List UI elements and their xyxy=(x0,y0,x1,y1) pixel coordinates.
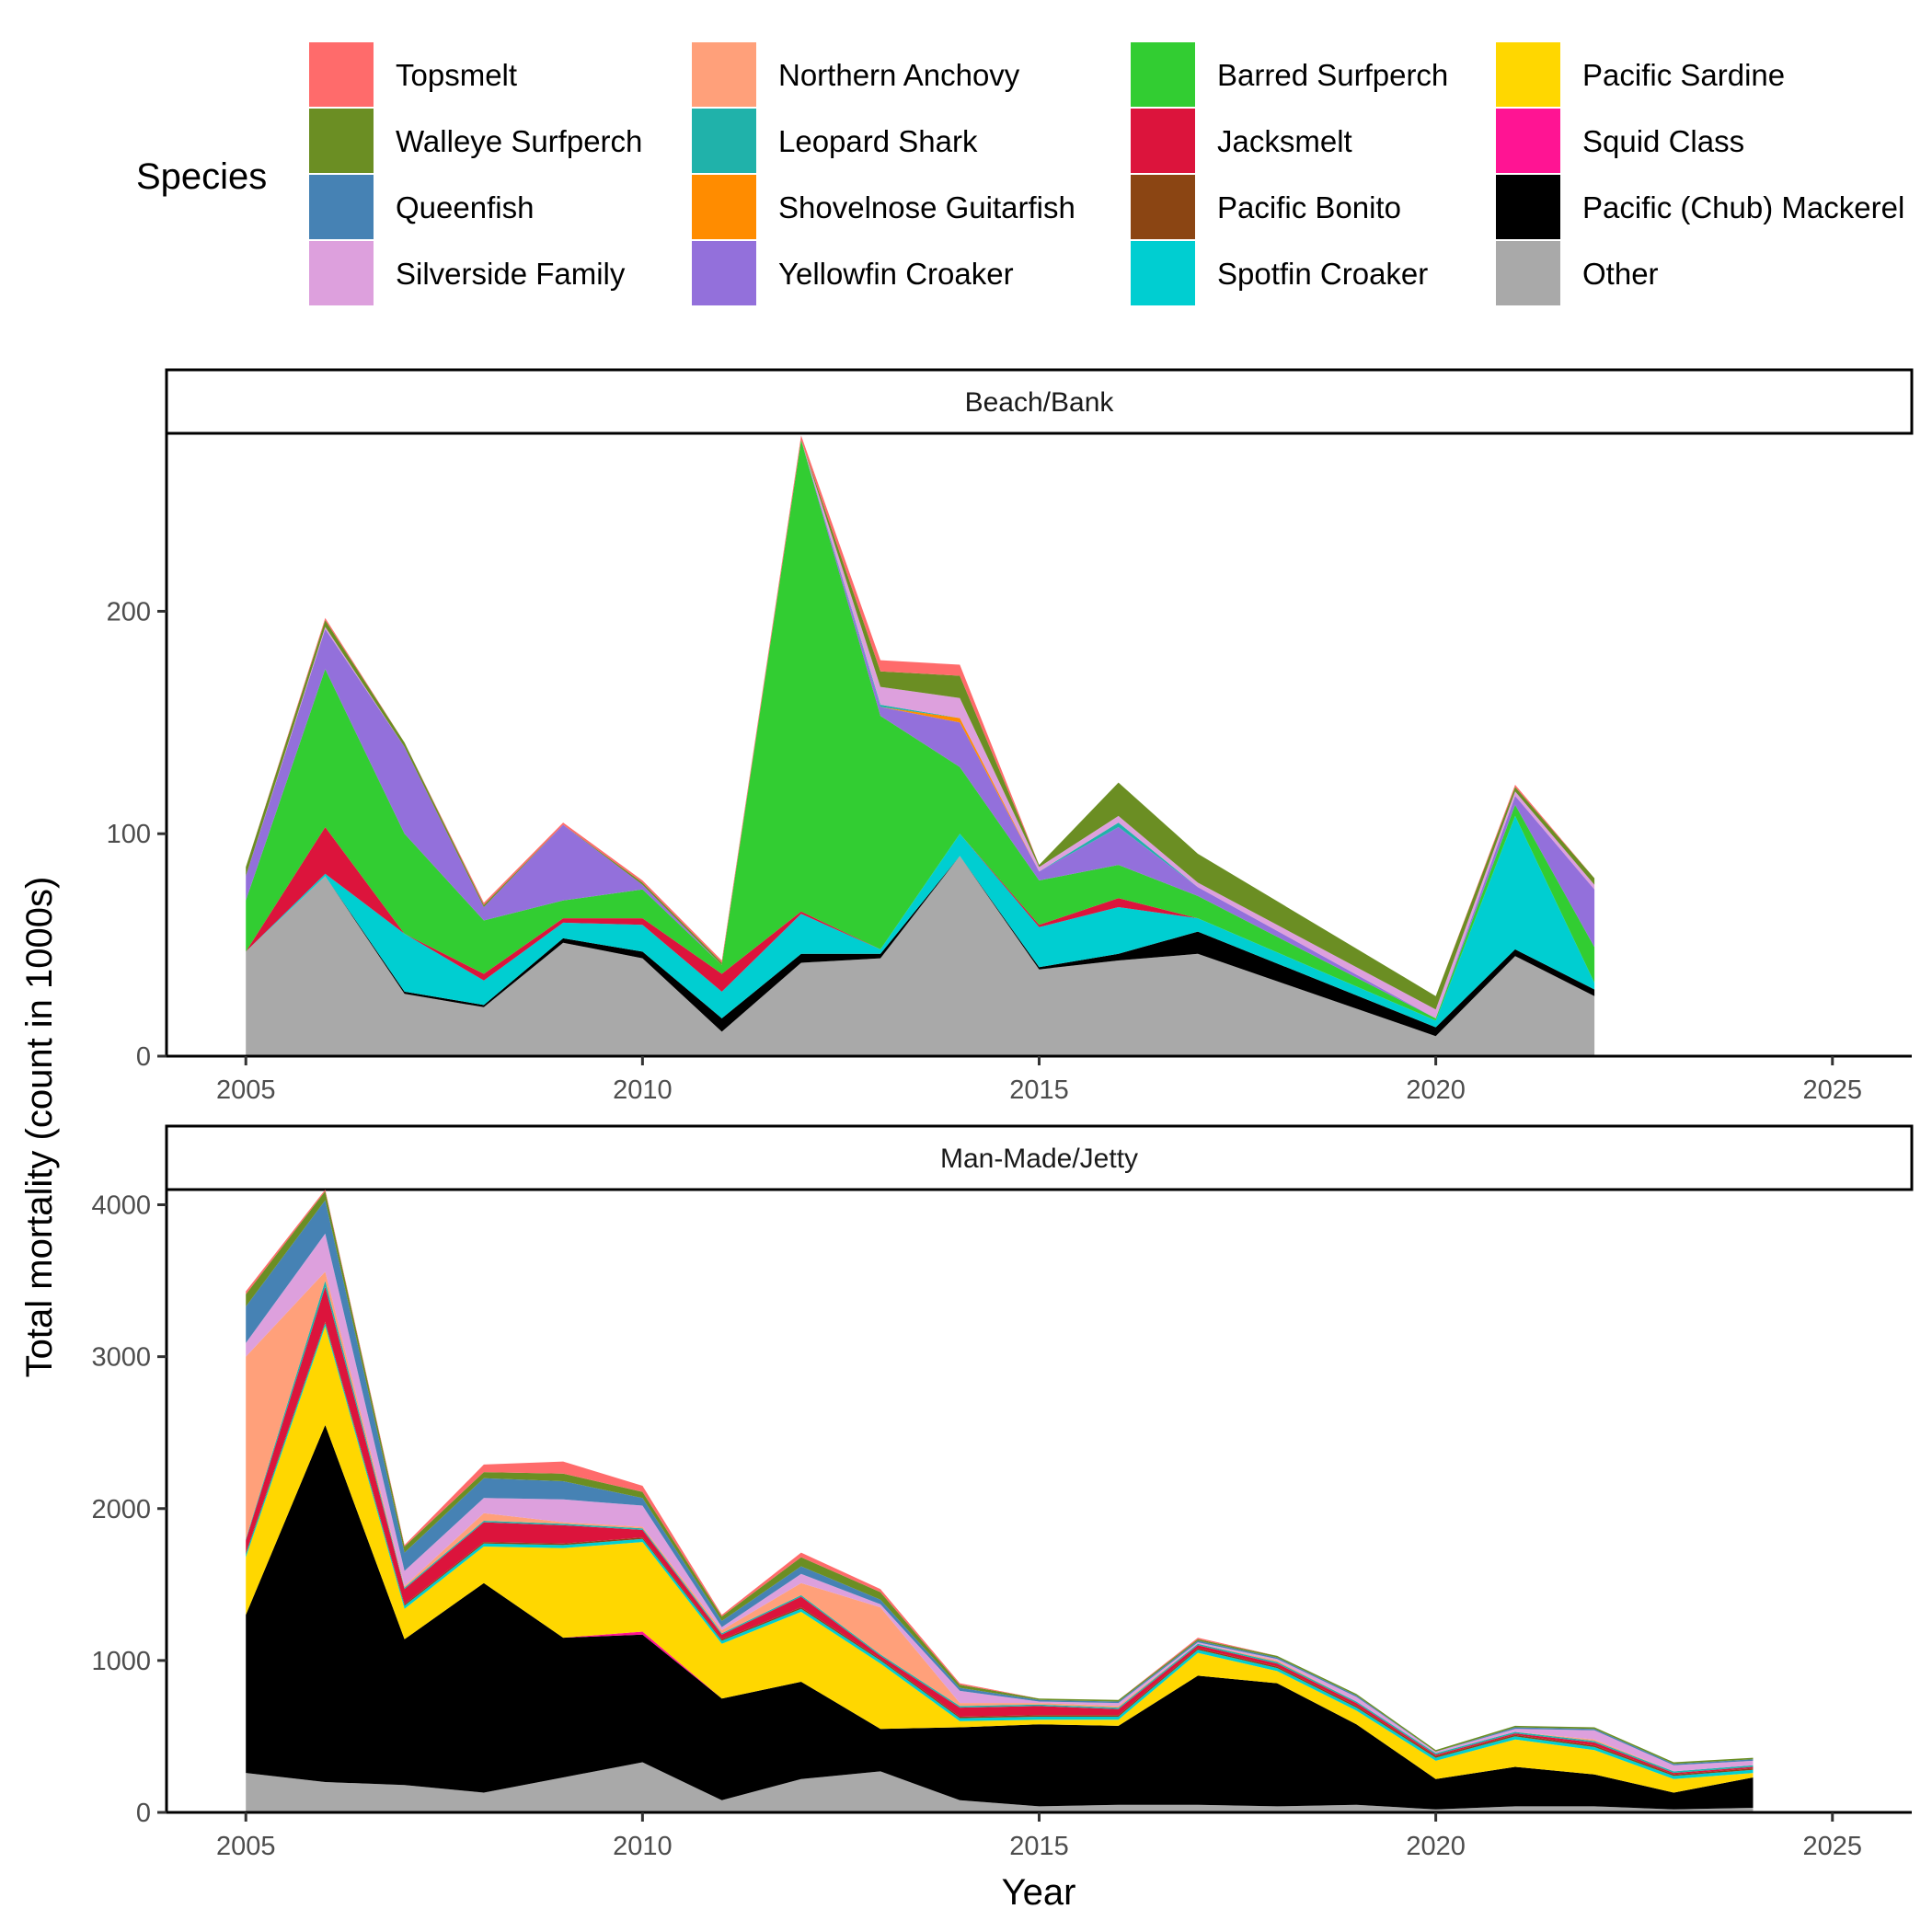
legend-swatch xyxy=(1131,175,1195,239)
legend-entry-northern-anchovy: Northern Anchovy xyxy=(692,42,1020,107)
legend-swatch xyxy=(309,109,374,173)
legend-label: Walleye Surfperch xyxy=(396,124,642,158)
legend-swatch xyxy=(1496,175,1560,239)
legend-entry-pacific-bonito: Pacific Bonito xyxy=(1131,175,1401,239)
legend-entry-leopard-shark: Leopard Shark xyxy=(692,109,978,173)
legend-label: Northern Anchovy xyxy=(778,58,1020,92)
legend-label: Spotfin Croaker xyxy=(1217,257,1428,291)
legend-entries: Topsmelt Walleye Surfperch Queenfish Silver… xyxy=(309,42,1904,305)
legend-label: Barred Surfperch xyxy=(1217,58,1448,92)
legend-swatch xyxy=(1131,109,1195,173)
x-tick-label: 2005 xyxy=(216,1832,276,1861)
y-tick-label: 0 xyxy=(136,1042,151,1072)
y-tick-label: 2000 xyxy=(91,1495,151,1524)
legend-swatch xyxy=(692,241,756,305)
legend-label: Shovelnose Guitarfish xyxy=(778,190,1075,224)
area-other xyxy=(246,856,1595,1056)
area-jacksmelt xyxy=(246,1286,1754,1775)
legend-swatch xyxy=(1496,241,1560,305)
x-tick-label: 2020 xyxy=(1406,1075,1466,1105)
x-tick-label: 2010 xyxy=(613,1075,673,1105)
legend: Species Topsmelt Walleye Surfperch Queenfi… xyxy=(136,42,1904,305)
legend-swatch xyxy=(1496,109,1560,173)
legend-swatch xyxy=(692,175,756,239)
x-tick-label: 2025 xyxy=(1803,1832,1863,1861)
legend-entry-walleye-surfperch: Walleye Surfperch xyxy=(309,109,642,173)
x-axis-title: Year xyxy=(1002,1872,1076,1913)
legend-label: Topsmelt xyxy=(396,58,517,92)
legend-entry-squid-class: Squid Class xyxy=(1496,109,1744,173)
facet-strip-label: Man-Made/Jetty xyxy=(940,1144,1138,1174)
y-axis-title: Total mortality (count in 1000s) xyxy=(19,877,60,1378)
legend-label: Pacific Sardine xyxy=(1582,58,1785,92)
area-walleye-surfperch xyxy=(246,1190,1754,1765)
x-tick-label: 2015 xyxy=(1009,1832,1069,1861)
legend-swatch xyxy=(1496,42,1560,107)
area-pacific-sardine xyxy=(246,1326,1754,1793)
legend-label: Other xyxy=(1582,257,1659,291)
legend-entry-queenfish: Queenfish xyxy=(309,175,534,239)
x-tick-label: 2020 xyxy=(1406,1832,1466,1861)
legend-entry-other: Other xyxy=(1496,241,1659,305)
x-tick-label: 2015 xyxy=(1009,1075,1069,1105)
x-tick-label: 2010 xyxy=(613,1832,673,1861)
legend-swatch xyxy=(309,175,374,239)
legend-swatch xyxy=(1131,42,1195,107)
area-other xyxy=(246,1762,1754,1812)
legend-label: Pacific Bonito xyxy=(1217,190,1401,224)
area-layers xyxy=(246,435,1595,1056)
y-tick-label: 0 xyxy=(136,1799,151,1828)
legend-swatch xyxy=(692,109,756,173)
y-tick-label: 100 xyxy=(107,820,151,849)
legend-label: Jacksmelt xyxy=(1217,124,1352,158)
x-tick-label: 2005 xyxy=(216,1075,276,1105)
legend-entry-spotfin-croaker: Spotfin Croaker xyxy=(1131,241,1428,305)
area-queenfish xyxy=(246,1200,1754,1765)
y-tick-label: 200 xyxy=(107,597,151,627)
legend-label: Squid Class xyxy=(1582,124,1744,158)
facet-strip xyxy=(165,1124,1914,1191)
legend-label: Pacific (Chub) Mackerel xyxy=(1582,190,1904,224)
area-layers xyxy=(246,1190,1754,1812)
legend-entry-jacksmelt: Jacksmelt xyxy=(1131,109,1352,173)
legend-entry-silverside-family: Silverside Family xyxy=(309,241,626,305)
facet-strip-label: Beach/Bank xyxy=(965,387,1115,418)
legend-label: Queenfish xyxy=(396,190,534,224)
legend-entry-shovelnose-guitarfish: Shovelnose Guitarfish xyxy=(692,175,1075,239)
panel-beach-bank: Beach/Bank 0 100 200 2005 2010 2015 2020 2025 xyxy=(107,368,1914,1105)
legend-entry-yellowfin-croaker: Yellowfin Croaker xyxy=(692,241,1014,305)
legend-entry-pacific-sardine: Pacific Sardine xyxy=(1496,42,1785,107)
facet-strip xyxy=(165,368,1914,435)
legend-swatch xyxy=(692,42,756,107)
legend-label: Yellowfin Croaker xyxy=(778,257,1014,291)
legend-entry-pacific-chub-mackerel: Pacific (Chub) Mackerel xyxy=(1496,175,1904,239)
legend-swatch xyxy=(1131,241,1195,305)
legend-title: Species xyxy=(136,156,267,197)
panel-man-made-jetty: Man-Made/Jetty 0 1000 2000 3000 4000 2005 2010 2… xyxy=(91,1124,1914,1861)
legend-swatch xyxy=(309,42,374,107)
legend-swatch xyxy=(309,241,374,305)
area-northern-anchovy xyxy=(246,1271,1754,1772)
area-pacific-chub-mackerel xyxy=(246,1424,1754,1810)
legend-entry-topsmelt: Topsmelt xyxy=(309,42,517,107)
y-tick-label: 3000 xyxy=(91,1343,151,1373)
y-tick-label: 1000 xyxy=(91,1647,151,1676)
legend-label: Silverside Family xyxy=(396,257,626,291)
x-tick-label: 2025 xyxy=(1803,1075,1863,1105)
legend-label: Leopard Shark xyxy=(778,124,978,158)
area-silverside-family xyxy=(246,1233,1754,1772)
legend-entry-barred-surfperch: Barred Surfperch xyxy=(1131,42,1448,107)
y-tick-label: 4000 xyxy=(91,1191,151,1221)
area-yellowfin-croaker xyxy=(246,440,1595,1018)
